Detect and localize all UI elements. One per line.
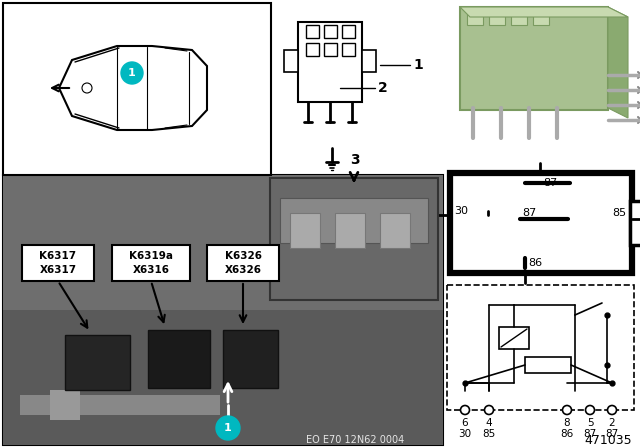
Text: 5: 5 [587,418,593,428]
Bar [112,245,190,281]
Text: 1: 1 [413,58,423,72]
Text: 1: 1 [224,423,232,433]
Text: 86: 86 [561,429,573,439]
Bar [3,310,443,445]
Bar [50,390,80,420]
Text: 2: 2 [609,418,615,428]
Text: 30: 30 [458,429,472,439]
Polygon shape [59,46,207,130]
Text: K6326
X6326: K6326 X6326 [225,251,262,275]
Bar [525,357,571,373]
Text: 2: 2 [378,81,388,95]
Bar [489,13,505,25]
Bar [533,13,549,25]
Bar [298,22,362,102]
Bar [290,213,320,248]
Text: 1: 1 [128,68,136,78]
Bar [362,50,376,72]
Circle shape [121,62,143,84]
Bar [65,335,130,390]
Text: 87: 87 [605,429,619,439]
Bar [280,198,428,243]
Bar [342,25,355,38]
Bar [380,213,410,248]
Polygon shape [460,7,628,17]
Bar [3,3,271,175]
Bar [630,201,640,245]
Bar [335,213,365,248]
Text: 87: 87 [584,429,596,439]
Text: K6319a
X6316: K6319a X6316 [129,251,173,275]
Bar [324,25,337,38]
Text: 85: 85 [483,429,495,439]
Text: 4: 4 [486,418,492,428]
Text: 6: 6 [461,418,468,428]
Polygon shape [608,7,628,118]
Bar [324,43,337,56]
Circle shape [607,405,616,414]
Bar [284,50,298,72]
Text: 85: 85 [612,208,626,218]
Circle shape [216,416,240,440]
Bar [499,327,529,349]
Circle shape [563,405,572,414]
Circle shape [586,405,595,414]
Text: 86: 86 [528,258,542,268]
Bar [22,245,94,281]
Bar [460,7,608,110]
Circle shape [484,405,493,414]
Bar [447,285,634,410]
Text: EO E70 12N62 0004: EO E70 12N62 0004 [306,435,404,445]
Circle shape [461,405,470,414]
Bar [207,245,279,281]
Text: 471035: 471035 [584,434,632,447]
Text: K6317
X6317: K6317 X6317 [40,251,77,275]
Text: 3: 3 [350,153,360,167]
Bar [3,175,443,310]
Text: 87: 87 [543,178,557,188]
Bar [467,13,483,25]
Circle shape [82,83,92,93]
Bar [223,330,278,388]
Bar [20,395,220,415]
Bar [342,43,355,56]
Text: 8: 8 [564,418,570,428]
Bar [3,175,443,445]
Bar [450,173,632,273]
Bar [148,330,210,388]
Text: 87: 87 [522,208,536,218]
Bar [511,13,527,25]
Bar [306,43,319,56]
Bar [306,25,319,38]
Text: 30: 30 [454,206,468,216]
Bar [270,178,438,300]
